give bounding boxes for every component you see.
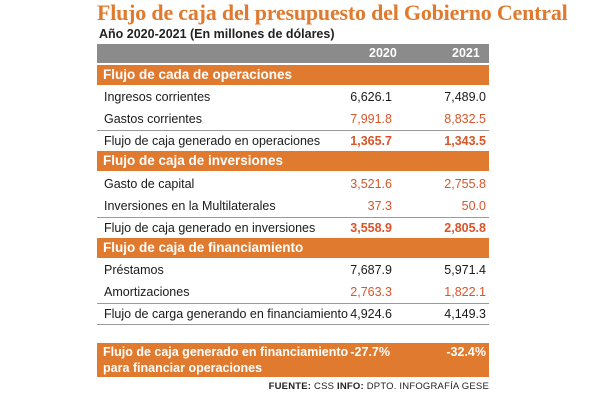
table-row: Amortizaciones 2,763.3 1,822.1	[97, 281, 489, 303]
row-label: Gastos corrientes	[104, 112, 202, 126]
value-2021: 1,822.1	[444, 285, 486, 299]
section-heading-operaciones: Flujo de cada de operaciones	[97, 65, 489, 85]
row-label: Flujo de caja generado en operaciones	[104, 134, 321, 148]
value-2021: 8,832.5	[444, 112, 486, 126]
table-row: Gasto de capital 3,521.6 2,755.8	[97, 173, 489, 195]
table-row-total: Flujo de caja generado en operaciones 1,…	[97, 130, 489, 152]
summary-box: Flujo de caja generado en financiamiento…	[97, 343, 489, 377]
table-header: 2020 2021	[97, 44, 489, 63]
value-2021: 2,755.8	[444, 177, 486, 191]
section-heading-inversiones: Flujo de caja de inversiones	[97, 151, 489, 171]
column-header-2021: 2021	[452, 46, 480, 60]
value-2021: 5,971.4	[444, 263, 486, 277]
table-row: Inversiones en la Multilaterales 37.3 50…	[97, 195, 489, 217]
info-label: INFO:	[337, 381, 364, 392]
value-2021: 7,489.0	[444, 90, 486, 104]
row-label: Gasto de capital	[104, 177, 195, 191]
summary-value-2020: -27.7%	[350, 345, 390, 359]
info-value: DPTO. INFOGRAFÍA GESE	[366, 381, 489, 392]
table-row: Ingresos corrientes 6,626.1 7,489.0	[97, 86, 489, 108]
value-2021: 4,149.3	[444, 307, 486, 321]
value-2020: 7,687.9	[350, 263, 392, 277]
summary-value-2021: -32.4%	[446, 345, 486, 359]
page-subtitle: Año 2020-2021 (En millones de dólares)	[99, 27, 335, 41]
source-label: FUENTE:	[268, 381, 312, 392]
table-row-total: Flujo de caja generado en inversiones 3,…	[97, 217, 489, 239]
source-credit: FUENTE: CSS INFO: DPTO. INFOGRAFÍA GESE	[269, 381, 489, 392]
source-value: CSS	[314, 381, 335, 392]
page-title: Flujo de caja del presupuesto del Gobier…	[97, 0, 568, 25]
section-heading-financiamiento: Flujo de caja de financiamiento	[97, 238, 489, 258]
value-2020: 3,558.9	[350, 221, 392, 235]
value-2020: 3,521.6	[350, 177, 392, 191]
row-label: Inversiones en la Multilaterales	[104, 199, 276, 213]
table-row: Préstamos 7,687.9 5,971.4	[97, 259, 489, 281]
column-header-2020: 2020	[369, 46, 397, 60]
value-2020: 6,626.1	[350, 90, 392, 104]
row-label: Flujo de caja generado en inversiones	[104, 221, 316, 235]
value-2020: 2,763.3	[350, 285, 392, 299]
value-2021: 1,343.5	[444, 134, 486, 148]
value-2021: 50.0	[461, 199, 486, 213]
row-label: Amortizaciones	[104, 285, 190, 299]
value-2020: 4,924.6	[350, 307, 392, 321]
table-row: Gastos corrientes 7,991.8 8,832.5	[97, 108, 489, 130]
row-label: Préstamos	[104, 263, 164, 277]
row-label: Flujo de carga generando en financiamien…	[104, 307, 348, 321]
value-2020: 1,365.7	[350, 134, 392, 148]
value-2020: 7,991.8	[350, 112, 392, 126]
value-2020: 37.3	[367, 199, 392, 213]
value-2021: 2,805.8	[444, 221, 486, 235]
summary-label-line1: Flujo de caja generado en financiamiento	[103, 345, 349, 359]
table-row-total: Flujo de carga generando en financiamien…	[97, 303, 489, 325]
summary-label-line2: para financiar operaciones	[103, 361, 263, 375]
row-label: Ingresos corrientes	[104, 90, 211, 104]
